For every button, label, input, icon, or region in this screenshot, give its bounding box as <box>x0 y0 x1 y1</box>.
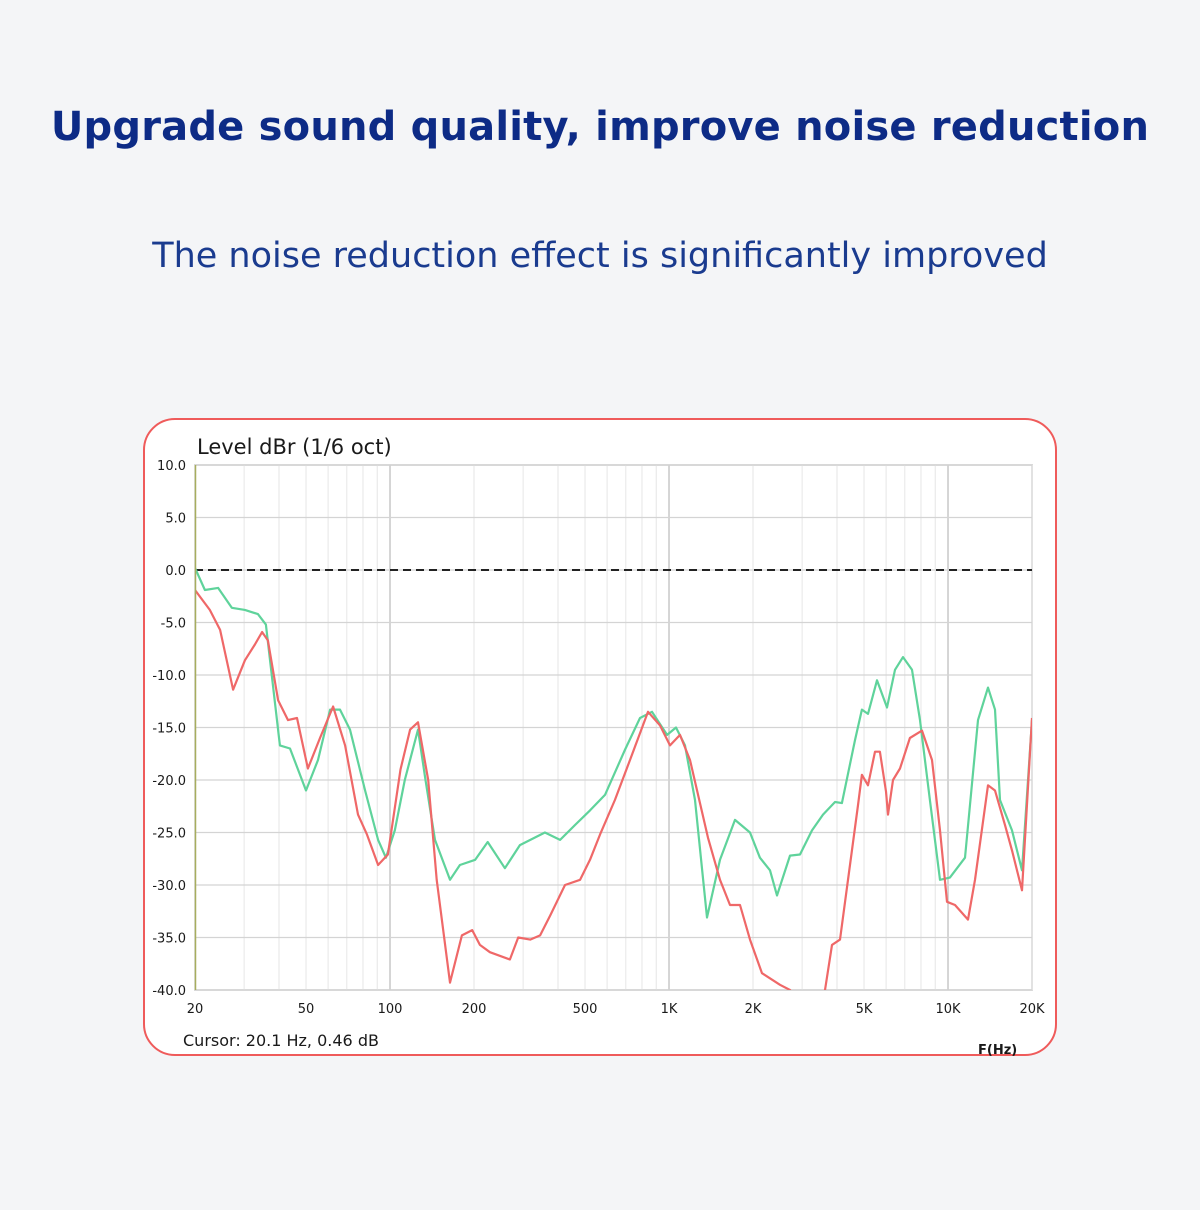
x-tick-label: 10K <box>935 1002 961 1017</box>
series-green-line <box>195 567 1032 919</box>
page-subtitle: The noise reduction effect is significan… <box>152 236 1048 276</box>
y-tick-label: -10.0 <box>152 669 186 684</box>
page-title: Upgrade sound quality, improve noise red… <box>50 104 1150 150</box>
series-group <box>195 567 1032 990</box>
x-tick-label: 5K <box>856 1002 873 1017</box>
x-axis-label: F(Hz) <box>978 1043 1017 1058</box>
x-tick-label: 20 <box>187 1002 204 1017</box>
y-tick-label: -5.0 <box>161 617 186 632</box>
y-tick-label: -25.0 <box>152 827 186 842</box>
x-tick-label: 100 <box>378 1002 403 1017</box>
series-red-line <box>195 589 1032 990</box>
y-tick-label: 10.0 <box>157 459 186 474</box>
y-tick-labels: 10.0 5.0 0.0 -5.0 -10.0 -15.0 -20.0 -25.0 -30.0 -… <box>152 459 186 999</box>
y-tick-label: 0.0 <box>165 564 186 579</box>
x-tick-label: 200 <box>462 1002 487 1017</box>
cursor-readout: Cursor: 20.1 Hz, 0.46 dB <box>183 1031 379 1050</box>
x-tick-label: 500 <box>573 1002 598 1017</box>
y-tick-label: -40.0 <box>152 984 186 999</box>
x-tick-label: 1K <box>661 1002 678 1017</box>
y-tick-label: -30.0 <box>152 879 186 894</box>
x-tick-label: 20K <box>1019 1002 1045 1017</box>
x-tick-label: 2K <box>745 1002 762 1017</box>
y-tick-label: 5.0 <box>165 512 186 527</box>
y-tick-label: -35.0 <box>152 932 186 947</box>
grid <box>194 464 1033 991</box>
x-tick-labels: 20 50 100 200 500 1K 2K 5K 10K 20K <box>187 1002 1045 1017</box>
y-tick-label: -15.0 <box>152 722 186 737</box>
x-tick-label: 50 <box>298 1002 315 1017</box>
y-tick-label: -20.0 <box>152 774 186 789</box>
chart-title: Level dBr (1/6 oct) <box>197 435 392 459</box>
